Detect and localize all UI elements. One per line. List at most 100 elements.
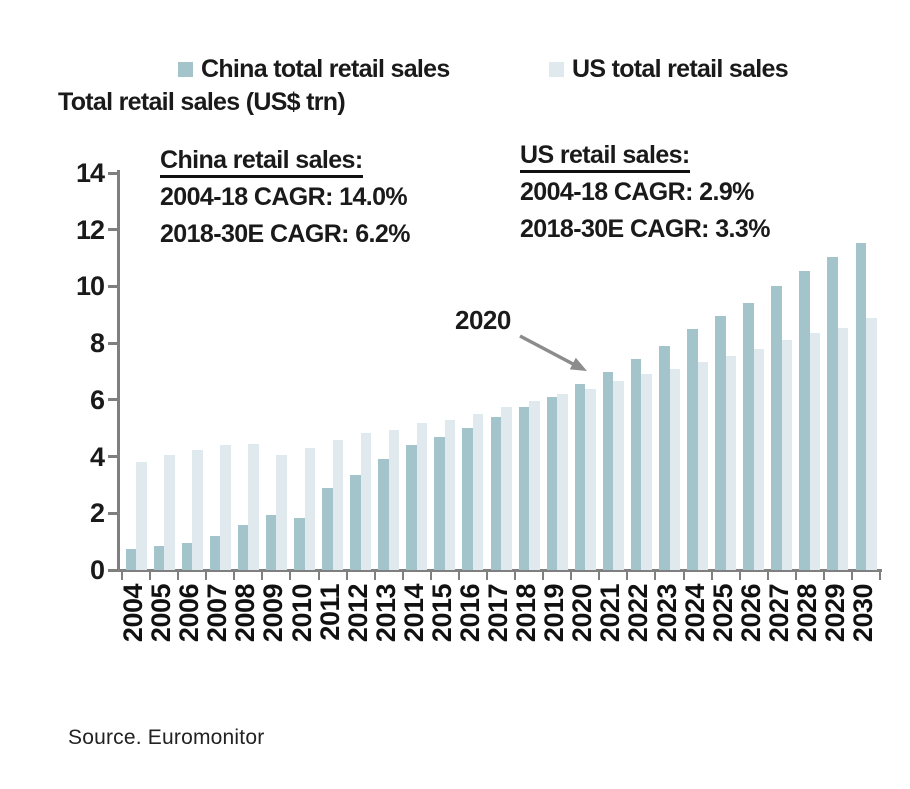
x-axis-tick [654, 571, 657, 580]
x-axis-tick [177, 571, 180, 580]
bar-us-2027 [781, 340, 793, 570]
bar-china-2030 [855, 242, 867, 570]
bar-china-2013 [378, 459, 389, 570]
x-axis-tick [345, 571, 348, 580]
bar-china-2018 [518, 406, 530, 570]
bar-china-2004 [125, 548, 137, 570]
bar-china-2008 [237, 524, 249, 570]
bar-group-2020: 2020 [567, 173, 599, 642]
bar-us-2026 [753, 348, 765, 570]
bar-us-2024 [697, 361, 709, 570]
x-axis-tick [289, 571, 292, 580]
y-axis-tick [108, 284, 118, 288]
bar-china-2026 [743, 303, 754, 570]
x-axis-tick [626, 571, 629, 580]
legend-item-china: China total retail sales [178, 55, 450, 84]
legend-label-china: China total retail sales [201, 55, 450, 83]
bar-china-2006 [181, 543, 193, 570]
x-axis-tick [850, 571, 853, 580]
bar-group-2014: 2014 [399, 173, 431, 642]
bar-china-2005 [153, 545, 165, 570]
y-axis-label-10: 10 [75, 271, 105, 302]
x-axis-tick [401, 571, 404, 580]
bar-group-2010: 2010 [287, 173, 318, 642]
x-axis-tick [766, 571, 769, 580]
bar-china-2025 [715, 316, 726, 570]
y-axis-tick [108, 341, 118, 345]
bar-group-2012: 2012 [343, 173, 375, 642]
bar-us-2017 [501, 406, 512, 570]
bar-us-2007 [220, 445, 231, 570]
bar-us-2008 [248, 443, 259, 570]
legend-item-us: US total retail sales [549, 55, 789, 84]
x-axis-tick [879, 571, 881, 580]
bar-us-2011 [332, 439, 344, 570]
y-axis-tick [108, 171, 118, 175]
bar-us-2014 [416, 422, 428, 570]
bar-group-2027: 2027 [764, 173, 796, 642]
bar-us-2004 [136, 462, 147, 570]
bar-china-2015 [434, 436, 445, 570]
x-axis-tick [570, 571, 573, 580]
callout-arrow-icon [519, 334, 587, 371]
x-axis-tick [233, 571, 236, 580]
x-axis-tick [794, 571, 797, 580]
bar-us-2028 [809, 333, 821, 570]
x-axis-tick [682, 571, 685, 580]
bar-group-2019: 2019 [539, 173, 571, 642]
bar-group-2015: 2015 [427, 173, 459, 642]
x-axis-tick [822, 571, 825, 580]
x-axis-tick [457, 571, 460, 580]
bar-us-2015 [444, 419, 456, 570]
bar-china-2027 [771, 286, 782, 570]
y-axis-label-2: 2 [89, 498, 105, 529]
bar-group-2008: 2008 [230, 173, 262, 642]
bar-group-2029: 2029 [820, 173, 852, 642]
bar-us-2029 [837, 327, 849, 570]
bar-group-2023: 2023 [652, 173, 683, 642]
bar-group-2006: 2006 [174, 173, 206, 642]
y-axis-tick [108, 455, 118, 459]
bar-us-2010 [304, 448, 315, 570]
bar-china-2028 [799, 270, 810, 570]
plot-area: 2004 2005 2006 2007 2008 2009 2010 2011 2012 2013… [118, 173, 880, 642]
bar-us-2009 [276, 455, 287, 570]
bar-china-2010 [294, 517, 305, 570]
bar-china-2020 [574, 384, 586, 570]
x-axis-tick [121, 571, 123, 580]
x-axis-tick [542, 571, 545, 580]
bar-group-2007: 2007 [202, 173, 234, 642]
annotation-us-cagr1: 2004-18 CAGR: 2.9% [520, 178, 754, 206]
y-axis-tick [108, 568, 118, 572]
bar-us-2030 [866, 317, 877, 570]
bar-china-2021 [602, 371, 614, 570]
bar-group-2018: 2018 [511, 173, 543, 642]
bar-us-2006 [192, 449, 203, 570]
bar-china-2029 [827, 256, 838, 570]
bar-china-2014 [406, 445, 417, 570]
y-axis-label-12: 12 [75, 214, 105, 245]
bar-china-2016 [462, 428, 473, 570]
x-axis-tick [429, 571, 432, 580]
bar-us-2022 [641, 374, 652, 570]
bar-us-2025 [725, 355, 737, 570]
bar-group-2011: 2011 [315, 173, 347, 641]
bar-us-2005 [164, 455, 175, 570]
bar-group-2022: 2022 [623, 173, 655, 642]
bar-china-2017 [490, 416, 502, 570]
x-axis-tick [710, 571, 713, 580]
bar-us-2012 [360, 432, 372, 570]
bar-china-2011 [322, 487, 333, 570]
x-axis-tick [261, 571, 264, 580]
bar-group-2026: 2026 [736, 173, 768, 642]
bar-china-2022 [630, 358, 642, 570]
source-note: Source. Euromonitor [68, 726, 265, 749]
bar-group-2013: 2013 [371, 173, 403, 642]
bar-group-2025: 2025 [708, 173, 740, 642]
bar-group-2024: 2024 [680, 173, 712, 642]
y-axis-label-0: 0 [89, 555, 105, 585]
bar-group-2017: 2017 [483, 173, 515, 642]
bar-us-2020 [585, 388, 596, 570]
annotation-china-heading: China retail sales: [160, 142, 410, 179]
callout-2020-label: 2020 [455, 305, 511, 335]
